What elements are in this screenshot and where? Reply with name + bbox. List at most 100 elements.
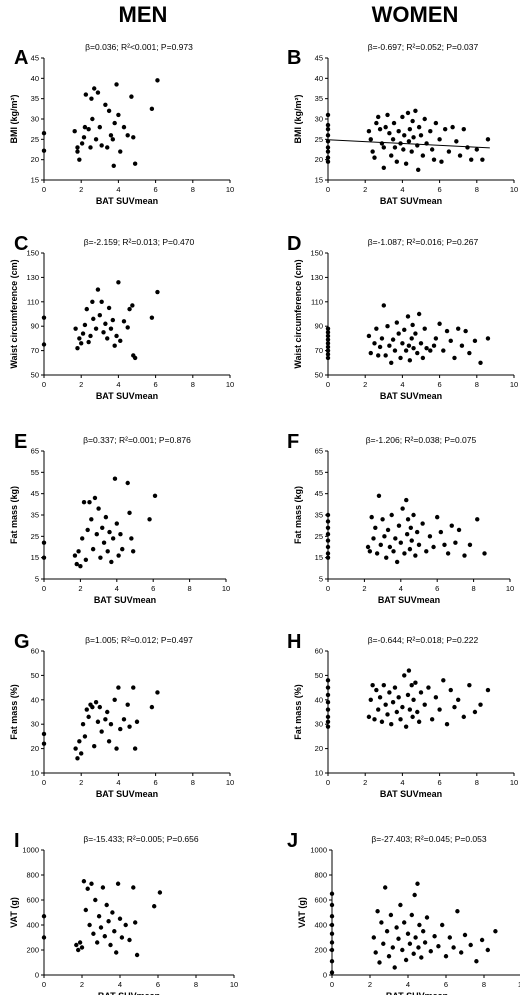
data-point <box>95 940 100 945</box>
y-tick-label: 35 <box>31 94 39 103</box>
data-point <box>123 922 128 928</box>
data-point <box>149 106 155 112</box>
data-point <box>392 348 398 353</box>
data-point <box>437 707 442 712</box>
y-axis-title: Waist circumference (cm) <box>9 259 19 368</box>
data-point <box>429 147 435 152</box>
panel-letter: I <box>14 830 20 852</box>
data-point <box>155 289 160 295</box>
data-point <box>72 129 77 134</box>
data-point <box>94 532 99 537</box>
data-point <box>413 680 418 685</box>
x-axis-title: BAT SUVmean <box>380 196 442 206</box>
data-point <box>474 147 479 152</box>
data-point <box>457 153 463 158</box>
data-point <box>103 321 108 326</box>
data-point <box>87 500 92 505</box>
data-point <box>325 719 331 724</box>
data-point <box>99 143 104 148</box>
data-point <box>76 549 81 554</box>
data-point <box>467 350 472 356</box>
data-point <box>444 328 450 334</box>
data-point <box>371 935 376 940</box>
x-tick-label: 4 <box>116 185 120 194</box>
data-point <box>413 108 418 114</box>
x-axis-title: BAT SUVmean <box>386 991 448 995</box>
panel-letter: H <box>287 631 301 653</box>
data-point <box>325 525 331 530</box>
data-point <box>411 697 416 702</box>
y-tick-label: 40 <box>315 695 323 704</box>
x-tick-label: 2 <box>363 380 367 389</box>
data-point <box>428 129 433 134</box>
data-point <box>112 343 117 348</box>
data-point <box>111 163 116 168</box>
x-tick-label: 2 <box>362 584 366 593</box>
data-point <box>88 333 93 339</box>
y-tick-label: 45 <box>315 54 323 63</box>
data-point <box>127 510 132 516</box>
data-point <box>325 122 331 128</box>
data-point <box>131 135 136 140</box>
data-point <box>450 124 455 130</box>
data-point <box>108 942 113 948</box>
data-point <box>433 336 439 341</box>
data-point <box>409 912 414 918</box>
data-point <box>384 929 390 934</box>
y-tick-label: 50 <box>315 371 323 380</box>
data-point <box>105 709 110 715</box>
data-point <box>411 345 416 351</box>
data-point <box>83 92 89 97</box>
data-point <box>325 544 331 550</box>
data-point <box>96 914 102 919</box>
data-point <box>405 314 411 319</box>
data-point <box>376 114 381 120</box>
y-tick-label: 30 <box>315 115 323 124</box>
data-point <box>409 538 414 543</box>
data-point <box>433 120 439 126</box>
regression-stats: β=-27.403; R²=0.045; P=0.053 <box>371 834 487 844</box>
regression-stats: β=-0.697; R²=0.052; P=0.037 <box>368 42 479 52</box>
data-point <box>485 687 491 693</box>
data-point <box>108 722 114 727</box>
data-point <box>91 931 96 936</box>
data-point <box>85 527 90 533</box>
y-axis-title: Waist circumference (cm) <box>293 259 303 368</box>
data-point <box>121 717 127 722</box>
y-tick-label: 0 <box>35 971 39 980</box>
data-point <box>121 124 127 130</box>
data-point <box>413 935 418 940</box>
data-point <box>329 902 335 908</box>
data-point <box>422 702 427 707</box>
data-point <box>424 141 429 146</box>
data-point <box>130 303 135 308</box>
data-point <box>416 542 422 548</box>
data-point <box>432 934 437 939</box>
y-tick-label: 600 <box>26 896 39 905</box>
x-tick-label: 6 <box>435 584 439 593</box>
data-point <box>75 756 80 761</box>
data-point <box>73 746 78 751</box>
x-tick-label: 2 <box>368 980 372 989</box>
data-point <box>422 940 428 945</box>
data-point <box>112 476 118 481</box>
y-tick-label: 110 <box>27 297 39 306</box>
data-point <box>325 532 331 537</box>
data-point <box>118 338 123 344</box>
data-point <box>116 553 121 558</box>
data-point <box>394 925 399 930</box>
x-tick-label: 6 <box>156 980 160 989</box>
data-point <box>394 320 400 325</box>
x-tick-label: 4 <box>116 380 120 389</box>
data-point <box>127 724 132 729</box>
data-point <box>325 707 331 712</box>
data-point <box>79 751 84 756</box>
data-point <box>404 497 409 503</box>
data-point <box>436 944 441 949</box>
x-tick-label: 10 <box>510 778 518 787</box>
data-point <box>325 337 331 342</box>
data-point <box>325 344 331 350</box>
